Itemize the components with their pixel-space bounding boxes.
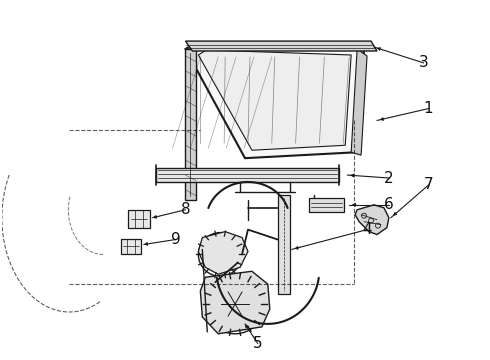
Text: 2: 2 bbox=[384, 171, 393, 185]
Polygon shape bbox=[351, 49, 367, 155]
Polygon shape bbox=[185, 41, 377, 51]
Bar bbox=[121, 239, 141, 255]
Polygon shape bbox=[198, 50, 351, 150]
Circle shape bbox=[216, 251, 224, 258]
Polygon shape bbox=[185, 49, 196, 200]
Circle shape bbox=[230, 299, 240, 309]
Polygon shape bbox=[185, 43, 364, 158]
Text: 9: 9 bbox=[171, 232, 180, 247]
Polygon shape bbox=[185, 43, 215, 49]
Text: 4: 4 bbox=[362, 222, 372, 237]
Polygon shape bbox=[198, 231, 248, 274]
Text: 3: 3 bbox=[419, 55, 428, 71]
Text: 1: 1 bbox=[424, 101, 433, 116]
Polygon shape bbox=[355, 205, 389, 235]
Text: 6: 6 bbox=[384, 197, 394, 212]
Text: 8: 8 bbox=[181, 202, 190, 217]
Polygon shape bbox=[278, 195, 290, 294]
Text: 5: 5 bbox=[253, 336, 263, 351]
Polygon shape bbox=[200, 271, 270, 334]
Bar bbox=[128, 210, 150, 228]
Polygon shape bbox=[156, 168, 339, 182]
Polygon shape bbox=[310, 198, 344, 212]
Text: 7: 7 bbox=[424, 177, 433, 193]
